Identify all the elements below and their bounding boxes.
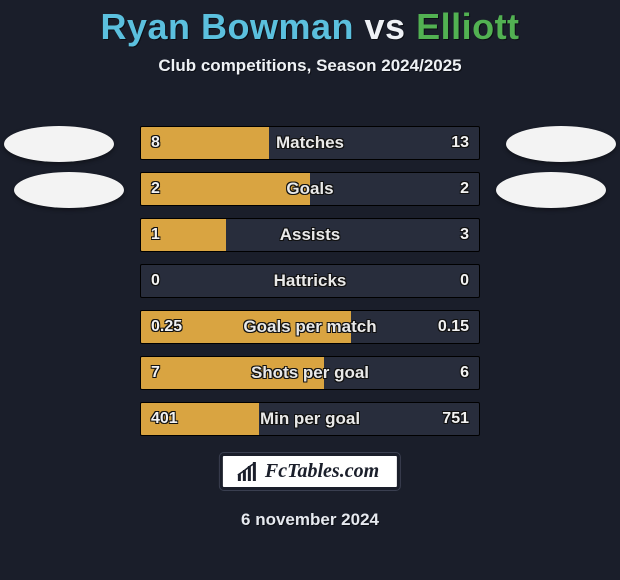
stat-label: Goals per match [141, 311, 479, 344]
stat-label: Matches [141, 127, 479, 160]
stat-value-right: 6 [460, 357, 469, 390]
stat-value-right: 2 [460, 173, 469, 206]
stat-row: 7Shots per goal6 [140, 356, 480, 390]
player1-photo-2 [14, 172, 124, 208]
title-vs: vs [365, 6, 406, 47]
stat-row: 0Hattricks0 [140, 264, 480, 298]
title-player2: Elliott [416, 6, 519, 47]
date: 6 november 2024 [0, 510, 620, 530]
stat-row: 0.25Goals per match0.15 [140, 310, 480, 344]
stat-rows: 8Matches13 2Goals2 1Assists3 0Hattricks0 0.2… [140, 126, 480, 448]
player2-photo-1 [506, 126, 616, 162]
stat-label: Min per goal [141, 403, 479, 436]
title-player1: Ryan Bowman [100, 6, 354, 47]
page-title: Ryan Bowman vs Elliott [0, 6, 620, 48]
stat-value-right: 751 [442, 403, 469, 436]
stat-label: Goals [141, 173, 479, 206]
stat-value-right: 3 [460, 219, 469, 252]
player2-photo-2 [496, 172, 606, 208]
stat-label: Hattricks [141, 265, 479, 298]
player1-photo-1 [4, 126, 114, 162]
stat-label: Shots per goal [141, 357, 479, 390]
stat-row: 8Matches13 [140, 126, 480, 160]
chart-icon [237, 462, 259, 482]
stat-row: 2Goals2 [140, 172, 480, 206]
subtitle: Club competitions, Season 2024/2025 [0, 56, 620, 76]
stat-row: 1Assists3 [140, 218, 480, 252]
badge-text: FcTables.com [265, 460, 379, 483]
stat-label: Assists [141, 219, 479, 252]
stat-value-right: 0 [460, 265, 469, 298]
stat-value-right: 13 [451, 127, 469, 160]
site-badge[interactable]: FcTables.com [220, 453, 400, 490]
stat-value-right: 0.15 [438, 311, 469, 344]
stat-row: 401Min per goal751 [140, 402, 480, 436]
